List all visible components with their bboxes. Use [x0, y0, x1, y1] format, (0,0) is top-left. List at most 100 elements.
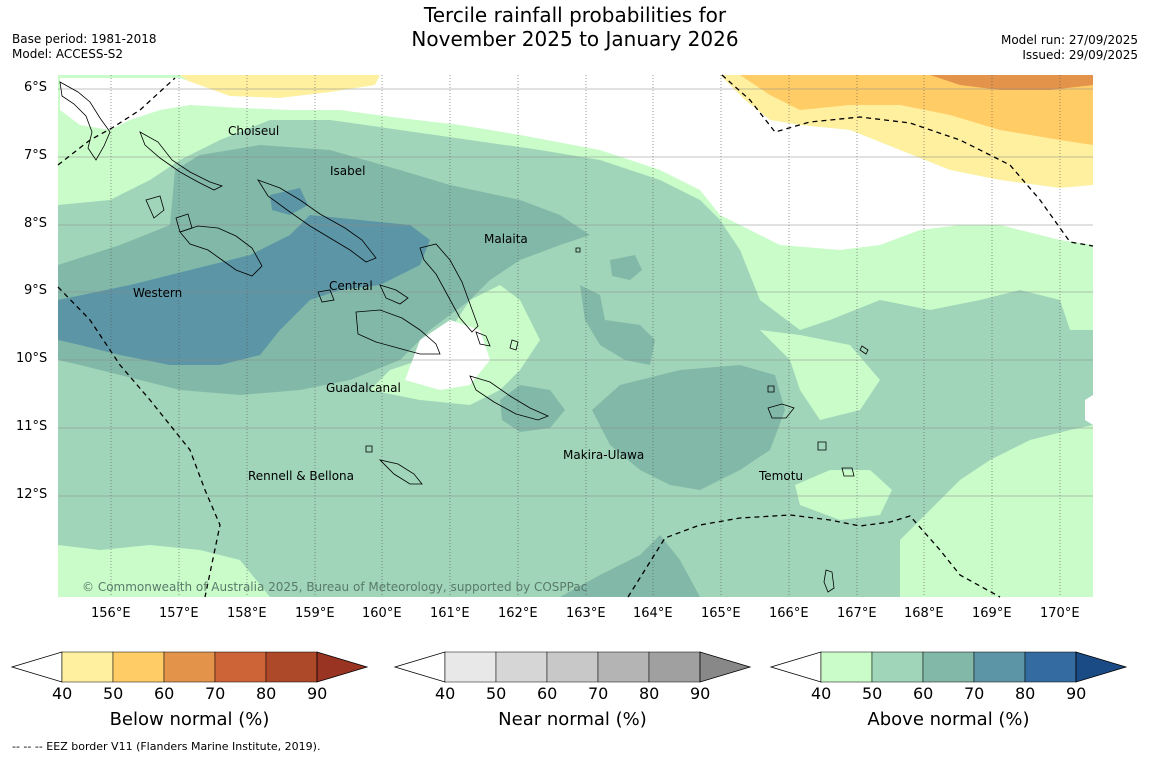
lat-label-10s: 10°S: [16, 351, 48, 366]
kolombangara-island: [175, 213, 193, 233]
above-normal-60-70-zone-makira: [500, 385, 565, 432]
eez-border-north-east: [721, 74, 1094, 247]
lon-label-160e: 160°E: [362, 606, 402, 621]
bellona-island: [365, 445, 373, 453]
below-normal-50-60-zone-north-east: [740, 75, 1093, 145]
above-normal-70-80-zone: [58, 215, 430, 365]
colorbar-high-extension: [1075, 651, 1128, 683]
coastlines: [59, 81, 869, 593]
colorbar-tick-label: 60: [913, 684, 934, 703]
above-normal-60-70-zone-east: [580, 285, 655, 365]
vanikoro-island: [817, 441, 827, 451]
lat-label-7s: 7°S: [24, 148, 48, 163]
tikopia-island: [823, 569, 835, 593]
colorbar-tick-label: 70: [205, 684, 226, 703]
region-label-makira-ulawa: Makira-Ulawa: [563, 448, 645, 462]
base-period: Base period: 1981-2018: [12, 32, 157, 46]
ontong-java-atoll: [575, 247, 581, 253]
region-label-western: Western: [133, 286, 183, 300]
colorbar-low-extension: [10, 651, 63, 683]
colorbar-segment: [444, 651, 497, 683]
colorbar-label-near-normal: Near normal (%): [498, 709, 647, 730]
colorbar-high-extension: [316, 651, 369, 683]
vella-island: [145, 195, 165, 219]
issued-date: Issued: 29/09/2025: [1022, 48, 1138, 62]
model-name: Model: ACCESS-S2: [12, 47, 124, 61]
lon-label-170e: 170°E: [1040, 606, 1080, 621]
colorbar-segment: [61, 651, 114, 683]
new-georgia-island: [179, 225, 263, 277]
reef-islands: [767, 385, 775, 393]
lon-label-169e: 169°E: [972, 606, 1012, 621]
model-run: Model run: 27/09/2025: [1000, 33, 1138, 47]
colorbar-label-above-normal: Above normal (%): [867, 709, 1030, 730]
colorbar-high-extension: [699, 651, 752, 683]
duff-islands: [859, 345, 869, 355]
lon-label-166e: 166°E: [769, 606, 809, 621]
utupua-island: [841, 467, 855, 477]
colorbar-segment: [265, 651, 318, 683]
choiseul-island: [257, 179, 377, 263]
eez-border-south: [627, 514, 1001, 598]
colorbar-tick-label: 80: [639, 684, 660, 703]
colorbar-tick-label: 90: [307, 684, 328, 703]
colorbar-low-extension: [393, 651, 446, 683]
florida-islands: [379, 284, 409, 305]
colorbar-tick-label: 90: [1066, 684, 1087, 703]
above-normal-40-50-zone-mideast: [760, 330, 880, 420]
lon-label-159e: 159°E: [295, 606, 335, 621]
guadalcanal-island: [355, 309, 441, 355]
region-label-isabel: Isabel: [330, 164, 366, 178]
lat-label-11s: 11°S: [16, 419, 48, 434]
makira-island: [469, 375, 550, 421]
below-normal-40-50-zone-north-west: [180, 75, 380, 98]
above-normal-60-70-zone-central-east: [592, 365, 785, 490]
lon-label-162e: 162°E: [498, 606, 538, 621]
colorbar-label-below-normal: Below normal (%): [109, 709, 270, 730]
lat-label-6s: 6°S: [24, 80, 48, 95]
colorbar-tick-label: 40: [811, 684, 832, 703]
lon-label-158e: 158°E: [227, 606, 267, 621]
bougainville-island: [139, 131, 224, 191]
lat-label-9s: 9°S: [24, 283, 48, 298]
colorbar-below-normal: [10, 651, 369, 683]
above-normal-70-80-zone-isabel: [270, 188, 308, 215]
ulawa-island: [509, 339, 519, 351]
new-ireland-island: [59, 81, 111, 161]
map-title-line1: Tercile rainfall probabilities for: [423, 3, 727, 27]
colorbar-tick-label: 70: [964, 684, 985, 703]
colorbar-tick-label: 90: [690, 684, 711, 703]
colorbar-segment: [495, 651, 548, 683]
colorbar-tick-label: 50: [862, 684, 883, 703]
colorbar-segment: [973, 651, 1026, 683]
above-normal-40-50-zone-east: [900, 300, 1093, 597]
no-signal-zone-east-edge: [1085, 395, 1093, 425]
region-label-malaita: Malaita: [484, 232, 528, 246]
colorbar-tick-label: 40: [52, 684, 73, 703]
eez-borders: [57, 74, 1094, 598]
colorbar-segment: [922, 651, 975, 683]
colorbar-segment: [820, 651, 873, 683]
russell-islands: [317, 289, 335, 303]
malaita-island: [419, 243, 479, 333]
colorbar-tick-label: 50: [486, 684, 507, 703]
region-label-guadalcanal: Guadalcanal: [326, 381, 401, 395]
above-normal-40-50-zone-temotu: [795, 470, 892, 520]
no-signal-zone-north: [60, 75, 1093, 250]
colorbar-tick-label: 50: [103, 684, 124, 703]
colorbar-low-extension: [769, 651, 822, 683]
eez-border-north-west: [57, 77, 176, 166]
colorbars: [10, 651, 1128, 683]
colorbar-near-normal: [393, 651, 752, 683]
copyright-notice: © Commonwealth of Australia 2025, Bureau…: [82, 580, 588, 594]
colorbar-tick-label: 80: [1015, 684, 1036, 703]
lat-label-12s: 12°S: [16, 487, 48, 502]
region-label-temotu: Temotu: [759, 469, 804, 483]
lon-label-157e: 157°E: [159, 606, 199, 621]
colorbar-above-normal: [769, 651, 1128, 683]
lat-label-8s: 8°S: [24, 216, 48, 231]
lon-label-167e: 167°E: [837, 606, 877, 621]
colorbar-tick-label: 40: [435, 684, 456, 703]
lon-label-163e: 163°E: [566, 606, 606, 621]
colorbar-tick-label: 70: [588, 684, 609, 703]
